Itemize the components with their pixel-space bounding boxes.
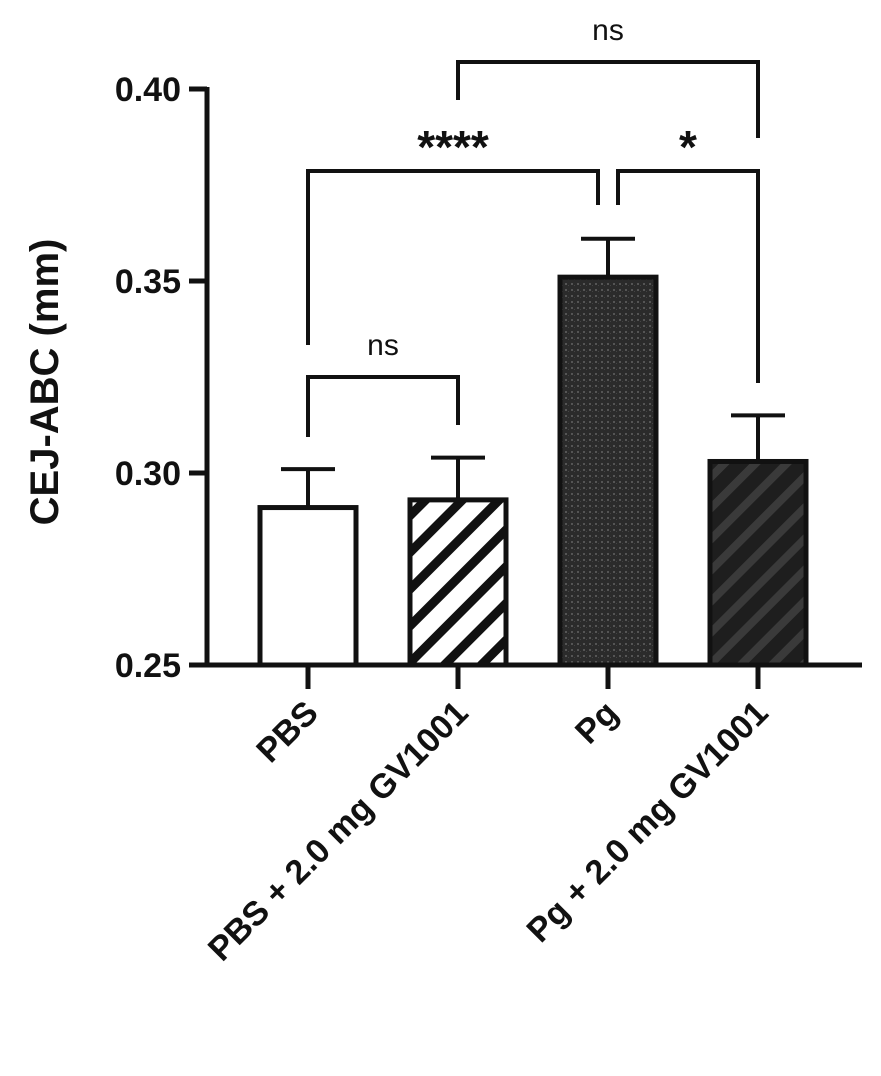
bar xyxy=(257,505,359,668)
y-axis-label: CEJ-ABC (mm) xyxy=(23,239,67,526)
bar xyxy=(707,458,809,668)
significance-bracket xyxy=(306,375,460,437)
significance-brackets: ns**** *ns xyxy=(306,14,760,437)
y-tick-label: 0.25 xyxy=(115,647,181,685)
bars xyxy=(257,236,809,668)
significance-bracket xyxy=(616,169,760,383)
x-tick-label: Pg xyxy=(568,694,626,752)
x-tick-label: Pg + 2.0 mg GV1001 xyxy=(520,694,776,950)
y-tick-label: 0.30 xyxy=(115,455,181,493)
significance-bracket xyxy=(306,169,600,345)
y-tick-label: 0.35 xyxy=(115,263,181,301)
bar xyxy=(407,497,509,668)
significance-label: ns xyxy=(592,14,624,47)
x-tick-label: PBS + 2.0 mg GV1001 xyxy=(201,694,476,969)
significance-label: **** xyxy=(417,121,489,173)
x-tick-label: PBS xyxy=(249,694,325,770)
bar xyxy=(557,274,659,668)
significance-label: * xyxy=(679,121,697,173)
significance-bracket xyxy=(456,60,760,138)
significance-label: ns xyxy=(367,329,399,362)
y-tick-label: 0.40 xyxy=(115,71,181,109)
